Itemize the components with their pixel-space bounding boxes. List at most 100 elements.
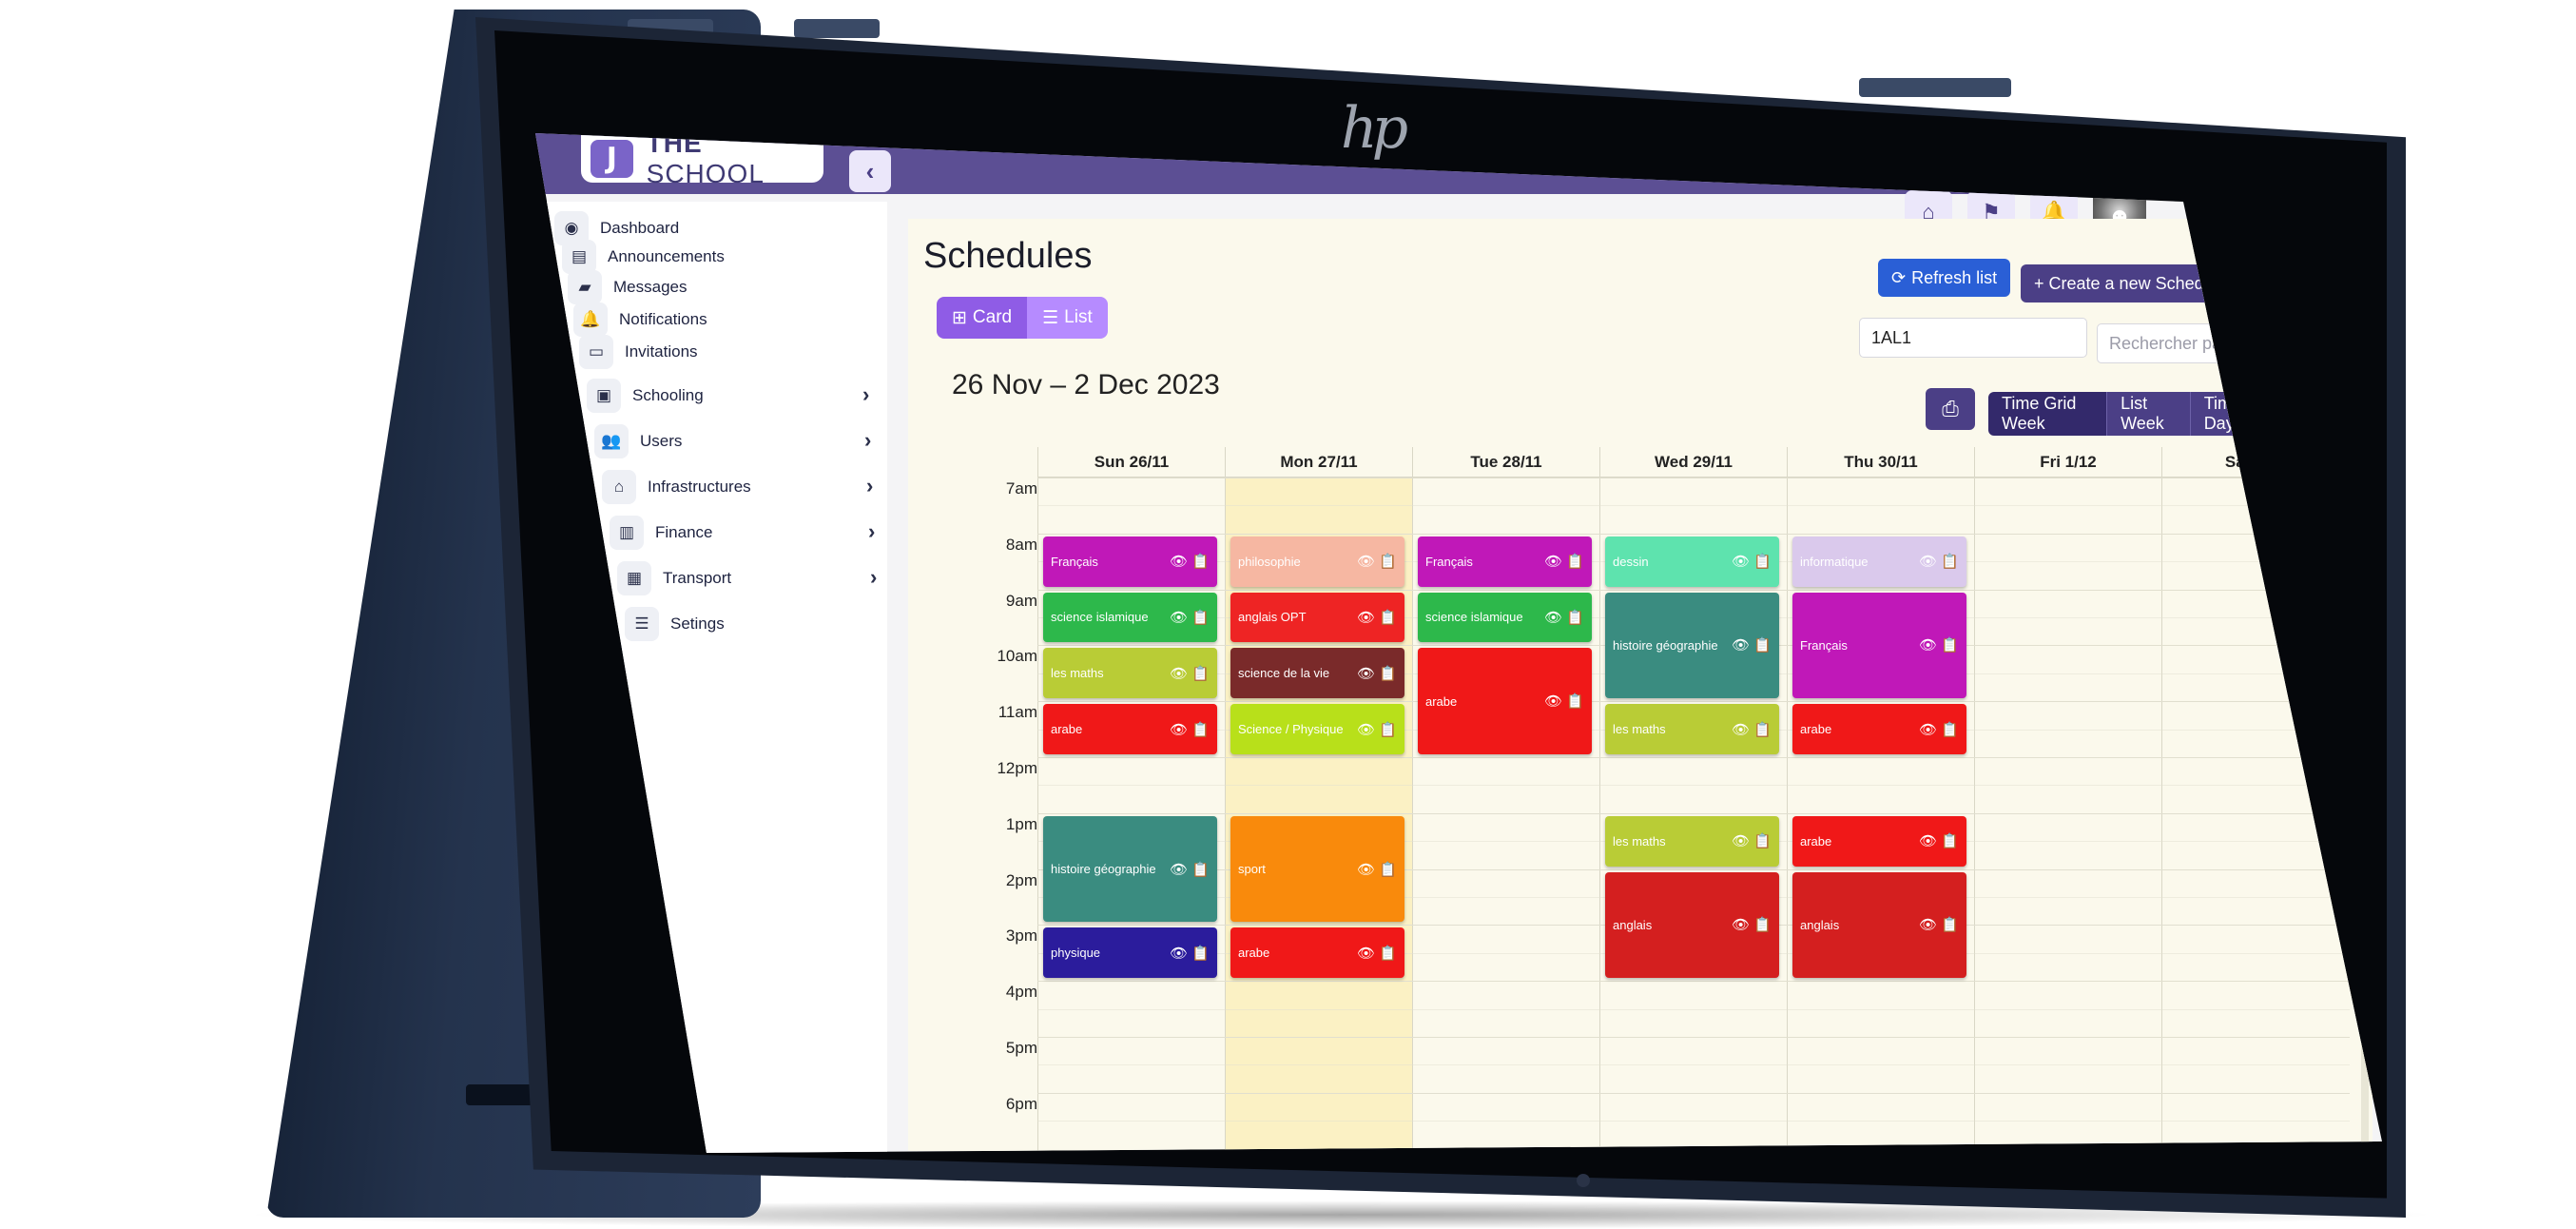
eye-icon[interactable]: 👁 — [1170, 665, 1192, 682]
calendar-event[interactable]: les maths 👁 📋 — [1605, 704, 1779, 754]
eye-icon[interactable]: 👁 — [1544, 693, 1567, 711]
sidebar-item-users[interactable]: 👥 Users — [594, 424, 682, 458]
chevron-right-icon[interactable]: › — [866, 474, 874, 497]
view-list-week-button[interactable]: List Week — [2107, 392, 2191, 436]
view-time-grid-week-button[interactable]: Time Grid Week — [1988, 392, 2108, 436]
eye-icon[interactable]: 👁 — [1170, 721, 1192, 738]
sidebar-item-schooling[interactable]: ▣ Schooling — [587, 379, 704, 413]
clipboard-check-icon[interactable]: 📋 — [1379, 861, 1397, 878]
clipboard-check-icon[interactable]: 📋 — [1566, 554, 1584, 571]
sidebar-item-transport[interactable]: ▦ Transport — [617, 561, 731, 595]
sidebar-item-finance[interactable]: ▥ Finance — [610, 516, 712, 550]
print-icon[interactable]: ⎙ — [1926, 388, 1975, 430]
eye-icon[interactable]: 👁 — [1732, 637, 1754, 654]
sidebar-item-notifications[interactable]: 🔔 Notifications — [573, 302, 707, 337]
eye-icon[interactable]: 👁 — [1357, 945, 1380, 962]
clipboard-check-icon[interactable]: 📋 — [1941, 637, 1959, 654]
chevron-right-icon[interactable]: › — [868, 519, 876, 543]
clipboard-check-icon[interactable]: 📋 — [1379, 945, 1397, 962]
clipboard-check-icon[interactable]: 📋 — [1941, 833, 1959, 850]
day-column[interactable] — [1787, 478, 1974, 1151]
calendar-event[interactable]: science islamique 👁 📋 — [1418, 592, 1592, 643]
day-column[interactable] — [1037, 478, 1225, 1151]
calendar-event[interactable]: Français 👁 📋 — [1792, 592, 1966, 699]
sidebar-item-messages[interactable]: ▰ Messages — [568, 270, 687, 304]
eye-icon[interactable]: 👁 — [1919, 554, 1942, 571]
eye-icon[interactable]: 👁 — [1357, 861, 1380, 878]
calendar-event[interactable]: science de la vie 👁 📋 — [1230, 648, 1404, 699]
clipboard-check-icon[interactable]: 📋 — [1379, 665, 1397, 682]
eye-icon[interactable]: 👁 — [1170, 554, 1192, 571]
clipboard-check-icon[interactable]: 📋 — [1753, 833, 1772, 850]
clipboard-check-icon[interactable]: 📋 — [1753, 637, 1772, 654]
chevron-left-icon[interactable]: ‹ — [849, 150, 891, 192]
clipboard-check-icon[interactable]: 📋 — [1941, 554, 1959, 571]
day-column[interactable] — [2161, 478, 2349, 1151]
eye-icon[interactable]: 👁 — [1919, 833, 1942, 850]
calendar-event[interactable]: informatique 👁 📋 — [1792, 536, 1966, 587]
eye-icon[interactable]: 👁 — [1170, 609, 1192, 626]
eye-icon[interactable]: 👁 — [1357, 721, 1380, 738]
clipboard-check-icon[interactable]: 📋 — [1191, 609, 1210, 626]
calendar-event[interactable]: dessin 👁 📋 — [1605, 536, 1779, 587]
calendar-event[interactable]: anglais 👁 📋 — [1605, 871, 1779, 979]
calendar-event[interactable]: arabe 👁 📋 — [1792, 704, 1966, 754]
eye-icon[interactable]: 👁 — [1919, 721, 1942, 738]
calendar-event[interactable]: anglais OPT 👁 📋 — [1230, 592, 1404, 643]
clipboard-check-icon[interactable]: 📋 — [1191, 554, 1210, 571]
clipboard-check-icon[interactable]: 📋 — [1941, 917, 1959, 934]
chevron-right-icon[interactable]: › — [864, 428, 872, 452]
clipboard-check-icon[interactable]: 📋 — [1191, 665, 1210, 682]
eye-icon[interactable]: 👁 — [1732, 721, 1754, 738]
clipboard-check-icon[interactable]: 📋 — [1191, 861, 1210, 878]
clipboard-check-icon[interactable]: 📋 — [1566, 693, 1584, 711]
calendar-event[interactable]: Français 👁 📋 — [1418, 536, 1592, 587]
eye-icon[interactable]: 👁 — [1544, 609, 1567, 626]
calendar-event[interactable]: Français 👁 📋 — [1043, 536, 1217, 587]
calendar-event[interactable]: sport 👁 📋 — [1230, 815, 1404, 923]
eye-icon[interactable]: 👁 — [1732, 917, 1754, 934]
clipboard-check-icon[interactable]: 📋 — [1753, 721, 1772, 738]
eye-icon[interactable]: 👁 — [1357, 665, 1380, 682]
calendar-event[interactable]: histoire géographie 👁 📋 — [1605, 592, 1779, 699]
eye-icon[interactable]: 👁 — [1170, 861, 1192, 878]
clipboard-check-icon[interactable]: 📋 — [1379, 721, 1397, 738]
sidebar-item-invitations[interactable]: ▭ Invitations — [579, 335, 698, 369]
eye-icon[interactable]: 👁 — [1170, 945, 1192, 962]
clipboard-check-icon[interactable]: 📋 — [1753, 917, 1772, 934]
calendar-event[interactable]: Science / Physique 👁 📋 — [1230, 704, 1404, 754]
calendar-event[interactable]: arabe 👁 📋 — [1043, 704, 1217, 754]
sidebar-item-infrastructures[interactable]: ⌂ Infrastructures — [602, 470, 751, 504]
clipboard-check-icon[interactable]: 📋 — [1753, 554, 1772, 571]
calendar-event[interactable]: physique 👁 📋 — [1043, 927, 1217, 979]
calendar-event[interactable]: arabe 👁 📋 — [1418, 648, 1592, 754]
calendar-event[interactable]: histoire géographie 👁 📋 — [1043, 815, 1217, 923]
calendar-event[interactable]: philosophie 👁 📋 — [1230, 536, 1404, 587]
eye-icon[interactable]: 👁 — [1357, 609, 1380, 626]
day-column[interactable] — [1412, 478, 1599, 1151]
chevron-right-icon[interactable]: › — [870, 565, 878, 589]
day-column[interactable] — [1974, 478, 2161, 1151]
calendar-event[interactable]: arabe 👁 📋 — [1230, 927, 1404, 979]
calendar-event[interactable]: anglais 👁 📋 — [1792, 871, 1966, 979]
class-filter-input[interactable] — [1859, 318, 2087, 358]
eye-icon[interactable]: 👁 — [1357, 554, 1380, 571]
day-column[interactable] — [1599, 478, 1787, 1151]
eye-icon[interactable]: 👁 — [1919, 637, 1942, 654]
clipboard-check-icon[interactable]: 📋 — [1566, 609, 1584, 626]
clipboard-check-icon[interactable]: 📋 — [1191, 945, 1210, 962]
eye-icon[interactable]: 👁 — [1732, 554, 1754, 571]
clipboard-check-icon[interactable]: 📋 — [1379, 609, 1397, 626]
clipboard-check-icon[interactable]: 📋 — [1941, 721, 1959, 738]
sidebar-item-setings[interactable]: ☰ Setings — [625, 607, 725, 641]
clipboard-check-icon[interactable]: 📋 — [1379, 554, 1397, 571]
list-view-toggle[interactable]: ☰ List — [1027, 297, 1108, 339]
calendar-event[interactable]: arabe 👁 📋 — [1792, 815, 1966, 867]
calendar-event[interactable]: science islamique 👁 📋 — [1043, 592, 1217, 643]
sidebar-item-announcements[interactable]: ▤ Announcements — [562, 240, 725, 274]
eye-icon[interactable]: 👁 — [1919, 917, 1942, 934]
clipboard-check-icon[interactable]: 📋 — [1191, 721, 1210, 738]
chevron-right-icon[interactable]: › — [862, 382, 870, 406]
eye-icon[interactable]: 👁 — [1732, 833, 1754, 850]
eye-icon[interactable]: 👁 — [1544, 554, 1567, 571]
